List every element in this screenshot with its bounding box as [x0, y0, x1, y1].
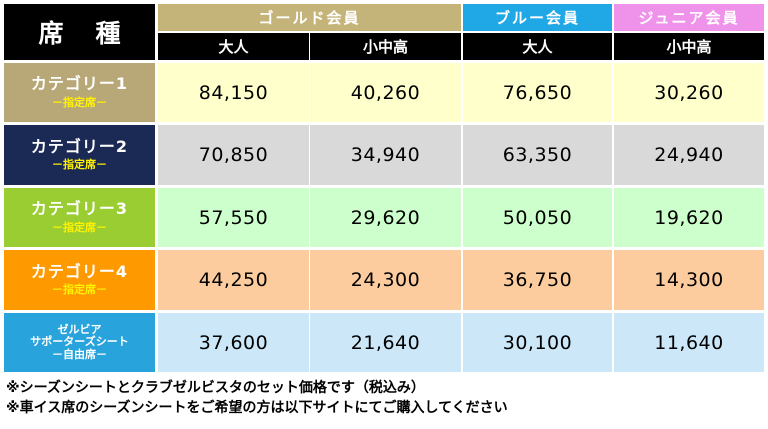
seat-tag: －自由席－ [52, 347, 107, 361]
price-cell: 30,100 [463, 313, 612, 372]
seat-name-line: サポーターズシート [30, 335, 129, 349]
footnotes: ※シーズンシートとクラブゼルビスタのセット価格です（税込み） ※車イス席のシーズ… [6, 378, 762, 418]
supporters-seat-label: ゼルビア サポーターズシート －自由席－ [4, 313, 155, 372]
seat-tag: －指定席－ [52, 95, 107, 109]
category-name: カテゴリー4 [30, 261, 129, 281]
price-cell: 29,620 [310, 188, 461, 247]
gold-adult-header: 大人 [158, 33, 309, 60]
footnote-price-note: ※シーズンシートとクラブゼルビスタのセット価格です（税込み） [6, 380, 425, 396]
price-cell: 50,050 [463, 188, 612, 247]
junior-student-header: 小中高 [614, 33, 764, 60]
price-cell: 24,300 [310, 250, 461, 310]
price-cell: 57,550 [158, 188, 309, 247]
price-cell: 44,250 [158, 250, 309, 310]
price-cell: 24,940 [614, 125, 764, 185]
price-cell: 76,650 [463, 63, 612, 122]
category-3-label: カテゴリー3 －指定席－ [4, 188, 155, 247]
category-4-label: カテゴリー4 －指定席－ [4, 250, 155, 310]
category-2-label: カテゴリー2 －指定席－ [4, 125, 155, 185]
price-cell: 63,350 [463, 125, 612, 185]
category-1-label: カテゴリー1 －指定席－ [4, 63, 155, 122]
price-table: 席種 ゴールド会員 ブルー会員 ジュニア会員 大人 小中高 大人 小中高 カテゴ… [4, 4, 764, 372]
seat-tag: －指定席－ [52, 283, 107, 297]
seat-name-line: ゼルビア [57, 322, 102, 336]
category-name: カテゴリー1 [30, 74, 129, 94]
price-cell: 36,750 [463, 250, 612, 310]
price-cell: 37,600 [158, 313, 309, 372]
seat-type-header: 席種 [4, 4, 155, 60]
price-cell: 19,620 [614, 188, 764, 247]
blue-adult-header: 大人 [463, 33, 612, 60]
junior-member-header: ジュニア会員 [614, 4, 764, 31]
footnote-wheelchair-note: ※車イス席のシーズンシートをご希望の方は以下サイトにてご購入してください [6, 400, 508, 416]
price-cell: 11,640 [614, 313, 764, 372]
gold-student-header: 小中高 [310, 33, 461, 60]
price-cell: 30,260 [614, 63, 764, 122]
price-cell: 14,300 [614, 250, 764, 310]
price-cell: 21,640 [310, 313, 461, 372]
gold-member-header: ゴールド会員 [158, 4, 461, 31]
price-cell: 84,150 [158, 63, 309, 122]
seat-tag: －指定席－ [52, 220, 107, 234]
category-name: カテゴリー2 [30, 136, 129, 156]
blue-member-header: ブルー会員 [463, 4, 612, 31]
category-name: カテゴリー3 [30, 199, 129, 219]
price-cell: 34,940 [310, 125, 461, 185]
price-cell: 70,850 [158, 125, 309, 185]
seat-tag: －指定席－ [52, 158, 107, 172]
price-cell: 40,260 [310, 63, 461, 122]
